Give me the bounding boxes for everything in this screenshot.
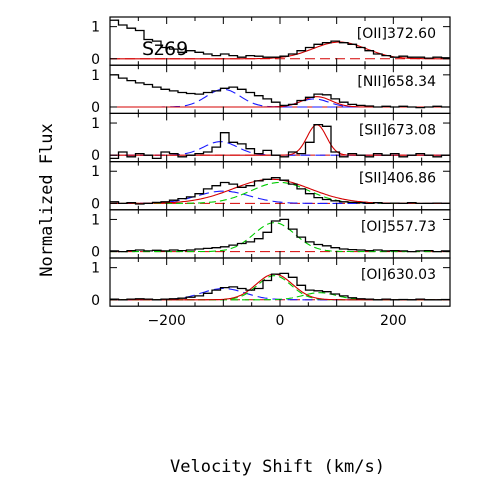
observed-spectrum bbox=[110, 272, 450, 301]
y-tick-label: 1 bbox=[91, 116, 100, 132]
observed-spectrum bbox=[110, 74, 450, 109]
y-tick-label: 1 bbox=[91, 261, 100, 277]
panel-0: 0 1 [OII]372.60 bbox=[91, 16, 451, 68]
object-label: Sz69 bbox=[142, 38, 188, 60]
panel-2: 0 1 [SII]673.08 bbox=[91, 112, 451, 164]
y-axis-title: Normalized Flux bbox=[37, 123, 57, 277]
y-tick-label: 0 bbox=[91, 52, 100, 68]
observed-spectrum bbox=[110, 177, 450, 205]
x-tick-label: 0 bbox=[276, 313, 285, 329]
line-label: [SII]406.86 bbox=[359, 171, 436, 187]
line-label: [OI]630.03 bbox=[361, 267, 436, 283]
y-tick-label: 0 bbox=[91, 196, 100, 212]
y-tick-label: 0 bbox=[91, 293, 100, 309]
y-tick-label: 0 bbox=[91, 100, 100, 116]
x-axis-title: Velocity Shift (km/s) bbox=[170, 457, 385, 477]
observed-spectrum bbox=[110, 218, 450, 253]
line-label: [SII]673.08 bbox=[359, 122, 436, 138]
y-tick-label: 0 bbox=[91, 245, 100, 261]
panel-5: 0 1 [OI]630.03 −200 0 200 bbox=[91, 257, 451, 329]
gaussian-blue-0 bbox=[110, 287, 450, 301]
y-tick-label: 1 bbox=[91, 164, 100, 180]
observed-spectrum bbox=[110, 19, 450, 59]
x-tick-label: −200 bbox=[147, 313, 185, 329]
line-label: [OII]372.60 bbox=[357, 26, 436, 42]
y-tick-label: 0 bbox=[91, 148, 100, 164]
y-tick-label: 1 bbox=[91, 20, 100, 36]
panel-1: 0 1 [NII]658.34 bbox=[91, 64, 451, 116]
panel-3: 0 1 [SII]406.86 bbox=[91, 161, 451, 212]
x-tick-label: 200 bbox=[380, 313, 407, 329]
y-tick-label: 1 bbox=[91, 212, 100, 228]
line-label: [OI]557.73 bbox=[361, 219, 436, 235]
y-tick-label: 1 bbox=[91, 68, 100, 84]
panel-4: 0 1 [OI]557.73 bbox=[91, 209, 451, 261]
line-label: [NII]658.34 bbox=[357, 74, 436, 90]
